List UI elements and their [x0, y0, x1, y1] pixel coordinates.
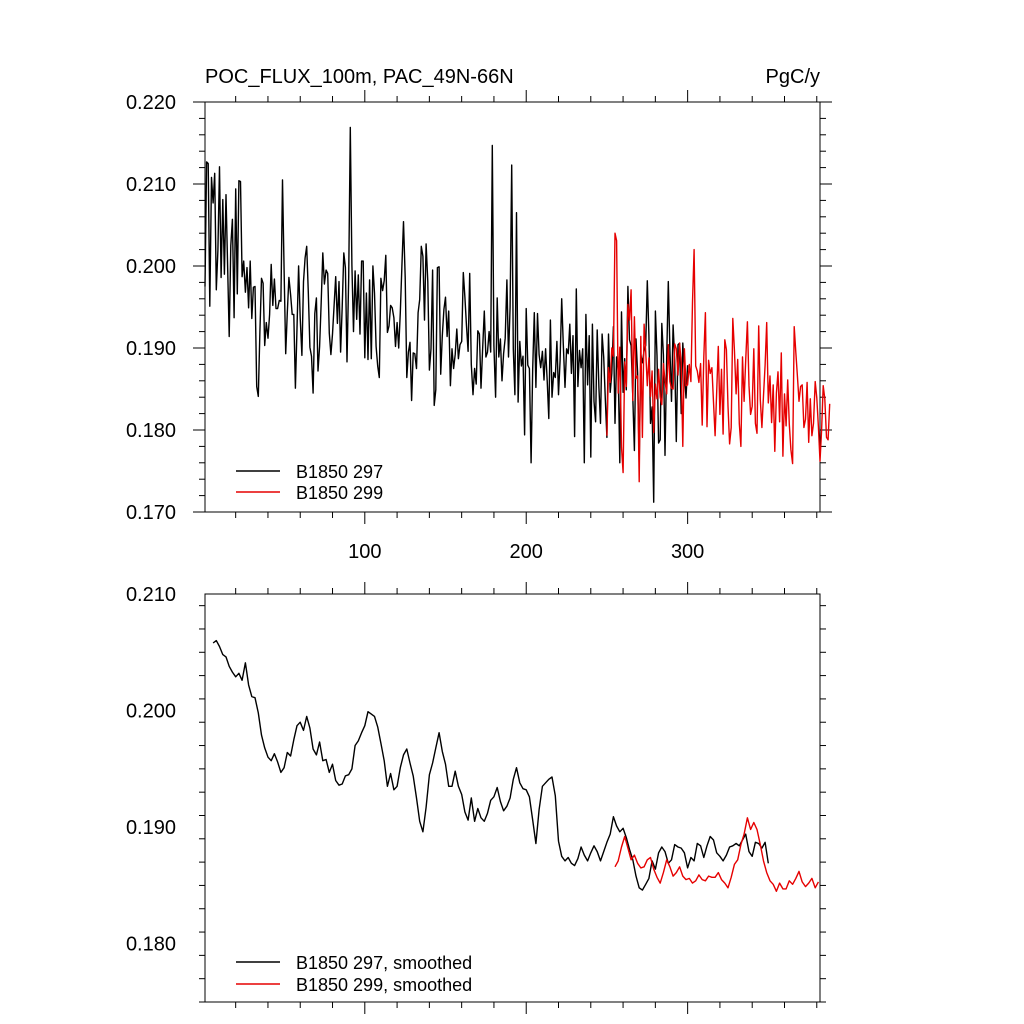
series-line-b1850-299 [606, 232, 831, 483]
bottom-panel: 0.180 0.190 0.200 0.210 B1850 297, smoothedB… [126, 582, 826, 1014]
y-tick-label: 0.210 [126, 584, 176, 606]
legend-label: B1850 299, smoothed [296, 975, 472, 995]
legend-label: B1850 297, smoothed [296, 953, 472, 973]
units-label: PgC/y [766, 66, 820, 88]
legend-label: B1850 297 [296, 462, 383, 482]
y-tick-label: 0.190 [126, 817, 176, 839]
chart-title: POC_FLUX_100m, PAC_49N-66N [205, 66, 514, 88]
y-tick-label: 0.200 [126, 701, 176, 723]
legend-label: B1850 299 [296, 483, 383, 503]
y-tick-label: 0.170 [126, 502, 176, 524]
x-tick-label: 200 [510, 541, 543, 563]
plot-frame [204, 593, 821, 1003]
top-panel: 0.170 0.180 0.190 0.200 0.210 0.220 100 200 300 P… [126, 66, 832, 563]
y-tick-label: 0.180 [126, 934, 176, 956]
x-tick-label: 100 [348, 541, 381, 563]
y-tick-label: 0.180 [126, 420, 176, 442]
series-line-b1850-297-smoothed [212, 639, 769, 891]
y-tick-label: 0.200 [126, 256, 176, 278]
series-line-b1850-299-smoothed [614, 817, 820, 892]
y-tick-label: 0.220 [126, 92, 176, 114]
series-line-b1850-297 [204, 126, 689, 503]
y-tick-label: 0.190 [126, 338, 176, 360]
tick-marks [199, 582, 826, 1014]
x-tick-label: 300 [671, 541, 704, 563]
plot-frame [204, 101, 821, 513]
y-tick-label: 0.210 [126, 174, 176, 196]
